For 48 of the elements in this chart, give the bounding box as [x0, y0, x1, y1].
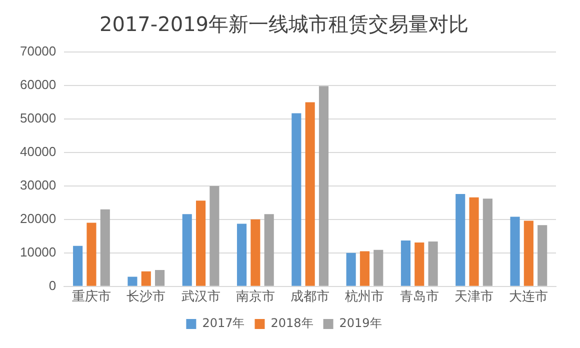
y-tick-label: 60000: [20, 77, 56, 92]
bar: [346, 252, 356, 286]
y-tick-label: 0: [48, 278, 56, 293]
bar: [360, 251, 370, 286]
bar: [182, 214, 192, 286]
x-tick-label: 大连市: [509, 290, 548, 305]
bar: [141, 271, 151, 286]
x-tick-label: 成都市: [290, 290, 330, 305]
x-tick-label: 武汉市: [181, 290, 220, 305]
y-tick-label: 10000: [20, 244, 56, 260]
y-tick-label: 30000: [20, 178, 56, 193]
bar: [128, 276, 138, 286]
bar: [73, 246, 83, 286]
bar: [414, 242, 424, 286]
bar: [264, 214, 274, 286]
y-tick-label: 50000: [20, 110, 56, 126]
bar: [100, 209, 110, 286]
y-tick-label: 40000: [20, 144, 56, 160]
bar: [155, 270, 165, 286]
chart-title: 2017-2019年新一线城市租赁交易量对比: [99, 12, 469, 36]
bar: [86, 222, 96, 286]
bar: [236, 224, 247, 286]
bar: [210, 186, 220, 286]
bar: [318, 86, 329, 286]
bar: [428, 242, 438, 286]
bar: [292, 113, 302, 286]
bar: [250, 219, 260, 286]
bar: [538, 225, 548, 286]
bar: [305, 102, 315, 286]
bar: [469, 197, 479, 286]
legend-label: 2017年: [202, 316, 245, 330]
x-tick-label: 重庆市: [72, 290, 111, 305]
bar: [196, 200, 206, 286]
bar: [482, 198, 492, 286]
legend-label: 2019年: [339, 316, 382, 330]
x-tick-label: 天津市: [454, 290, 494, 305]
bar: [510, 216, 520, 286]
bar: [374, 250, 384, 286]
x-tick-label: 杭州市: [344, 290, 384, 305]
x-tick-label: 青岛市: [400, 290, 439, 305]
y-tick-label: 20000: [20, 211, 56, 226]
bar: [524, 220, 534, 286]
x-tick-label: 长沙市: [126, 290, 166, 305]
bar: [400, 240, 410, 286]
y-tick-label: 70000: [20, 44, 56, 59]
x-tick-label: 南京市: [236, 290, 275, 305]
bar: [456, 194, 466, 286]
legend-label: 2018年: [270, 316, 314, 330]
